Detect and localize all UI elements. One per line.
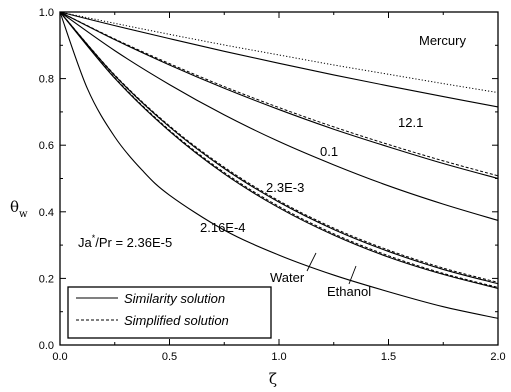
series-0-1-solid-2 [59, 11, 499, 180]
annotation-mercury: Mercury [419, 33, 466, 48]
x-tick-label-3: 1.5 [381, 351, 396, 363]
y-axis-title: θw [10, 198, 28, 220]
series-layer [59, 11, 499, 319]
y-axis-title-sub: w [19, 209, 28, 220]
series-2-3e-3-solid-4 [59, 11, 499, 221]
ethanol-pointer [348, 265, 357, 285]
legend: Similarity solution Simplified solution [67, 286, 272, 339]
series-2-16e-4-ethanol-dashed-6 [59, 11, 499, 288]
series-2-36e-5-solid-9 [59, 11, 499, 319]
annotation-2-3e-3: 2.3E-3 [266, 180, 304, 195]
y-tick-label-4: 0.8 [39, 74, 54, 86]
series-water-dashed-8 [59, 11, 499, 283]
y-tick-label-3: 0.6 [39, 140, 54, 152]
legend-label-similarity: Similarity solution [124, 291, 225, 306]
series-12-1-solid-0 [59, 11, 499, 108]
y-tick-label-2: 0.4 [39, 207, 54, 219]
x-tick-label-2: 1.0 [271, 351, 286, 363]
x-axis-title: ζ [269, 370, 277, 388]
annotation-12-1: 12.1 [398, 115, 423, 130]
annotation-ja-suffix: /Pr = 2.36E-5 [95, 235, 172, 250]
annotation-ethanol: Ethanol [327, 284, 371, 299]
annotation-ja-pr: Ja*/Pr = 2.36E-5 [78, 233, 172, 250]
annotation-0-1: 0.1 [320, 144, 338, 159]
x-tick-label-1: 0.5 [162, 351, 177, 363]
y-tick-label-1: 0.2 [39, 273, 54, 285]
series-12-1-dotted-1 [59, 11, 499, 94]
legend-box [67, 286, 272, 339]
series-0-1-dashed-3 [59, 11, 499, 177]
water-pointer [306, 252, 317, 272]
x-tick-label-0: 0.0 [52, 351, 67, 363]
y-tick-label-0: 0.0 [39, 340, 54, 352]
annotation-water: Water [270, 270, 305, 285]
annotation-ja-star: * [92, 233, 96, 243]
series-water-solid-7 [59, 11, 499, 285]
legend-label-simplified: Simplified solution [124, 313, 229, 328]
ticks-layer: 0.0 0.5 1.0 1.5 2.0 0.0 0.2 0.4 0.6 0.8 1.0 [39, 7, 506, 363]
annotation-2-16e-4: 2.16E-4 [200, 220, 246, 235]
x-tick-label-4: 2.0 [490, 351, 505, 363]
plot-frame [59, 11, 499, 346]
y-tick-label-5: 1.0 [39, 7, 54, 19]
